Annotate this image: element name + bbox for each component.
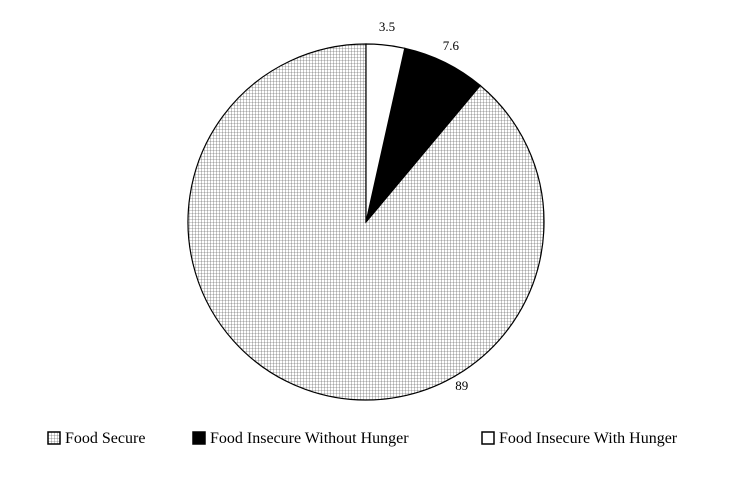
legend-label-food-insecure-with-hunger: Food Insecure With Hunger bbox=[499, 430, 678, 447]
data-label-food-insecure-without-hunger: 7.6 bbox=[443, 38, 460, 53]
pie-slices bbox=[187, 43, 545, 401]
pie-slice-food-secure bbox=[187, 43, 545, 401]
pie-data-labels: 89 7.6 3.5 bbox=[379, 19, 468, 393]
legend: Food Secure Food Insecure Without Hunger F… bbox=[47, 430, 678, 447]
pie-slice-food-insecure-with-hunger bbox=[365, 43, 406, 223]
legend-label-food-insecure-without-hunger: Food Insecure Without Hunger bbox=[210, 430, 409, 447]
legend-swatch-food-insecure-with-hunger bbox=[481, 431, 495, 445]
data-label-food-secure: 89 bbox=[455, 378, 468, 393]
legend-swatch-food-secure bbox=[47, 431, 61, 445]
data-label-food-insecure-with-hunger: 3.5 bbox=[379, 19, 395, 34]
legend-label-food-secure: Food Secure bbox=[65, 430, 145, 447]
legend-swatch-food-insecure-without-hunger bbox=[192, 431, 206, 445]
